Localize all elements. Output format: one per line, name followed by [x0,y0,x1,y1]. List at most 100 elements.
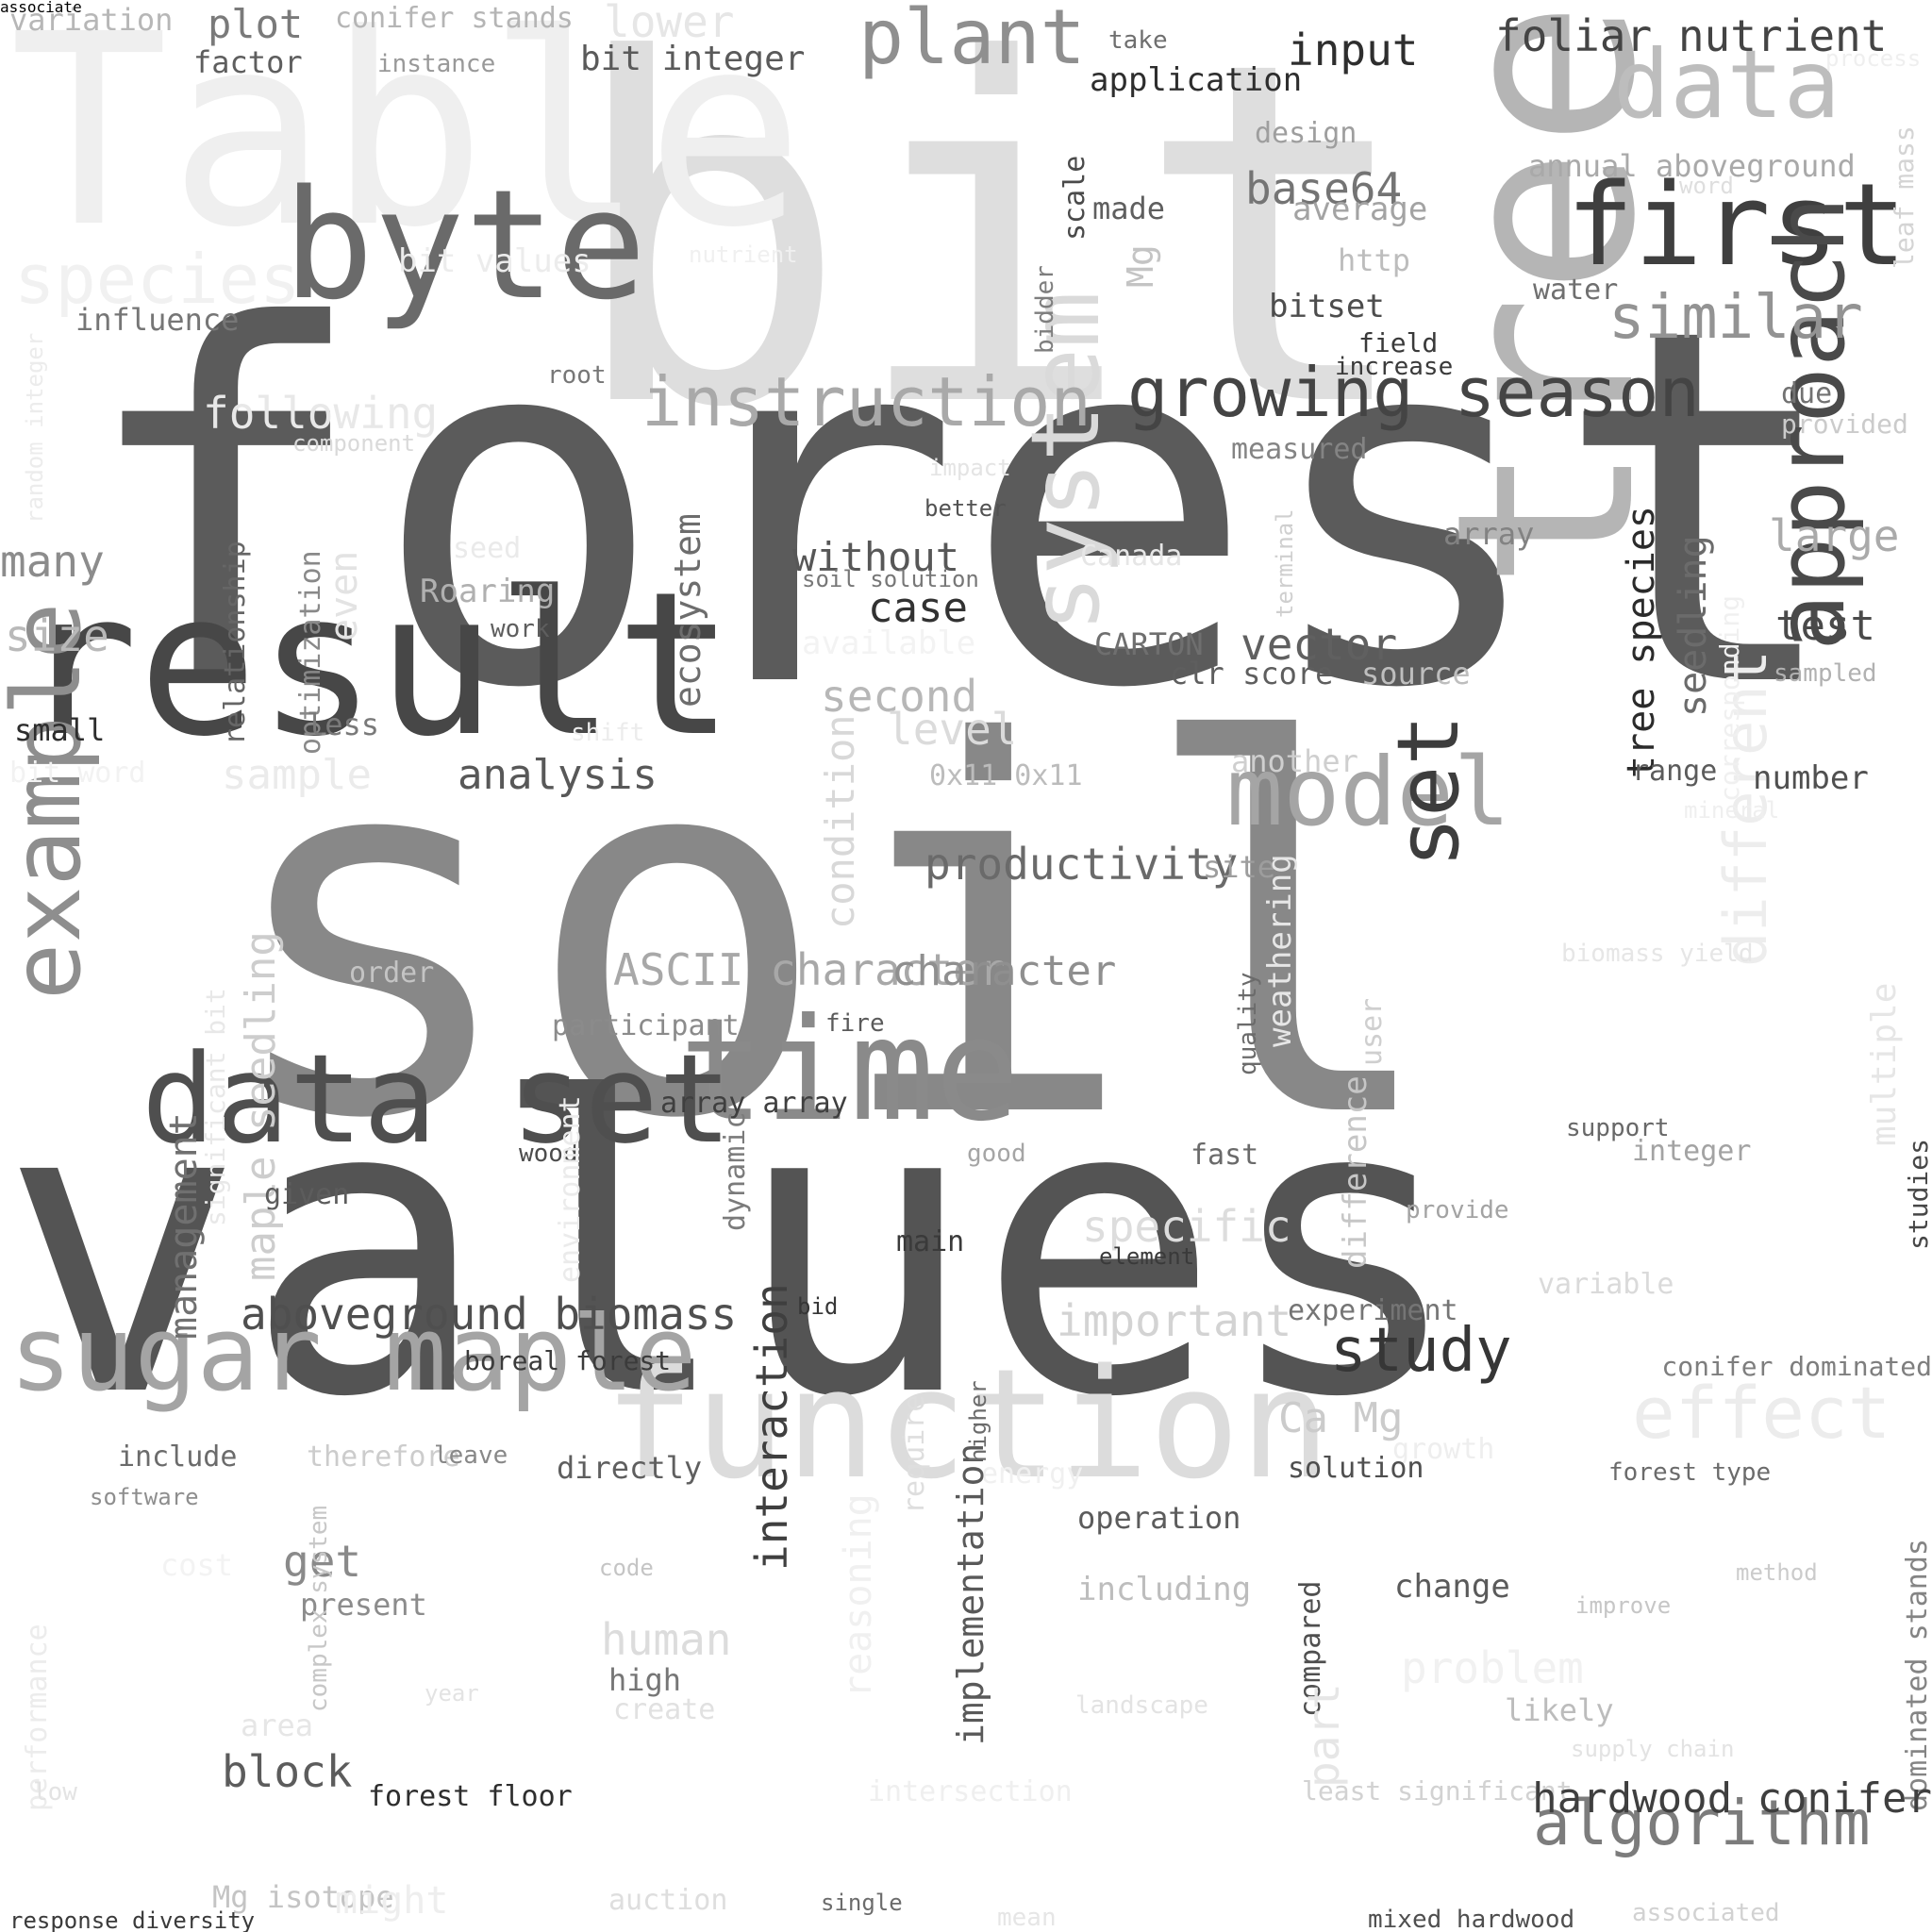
word-conifer-stands: conifer stands [335,2,574,35]
word-auction: auction [608,1884,728,1917]
word-provide: provide [1406,1196,1509,1224]
word-array: array [1443,516,1535,552]
word-bit-word: bit word [9,757,146,790]
word-might: might [335,1879,449,1923]
word-model: model [1226,737,1511,847]
word-condition: condition [817,714,863,929]
word-bit: bit [566,0,1419,510]
word-application: application [1090,61,1303,99]
word-impact: impact [929,455,1011,481]
word-cost: cost [160,1547,234,1583]
word-roaring: Roaring [420,573,556,610]
word-corresponding: corresponding [1714,594,1745,802]
word-better: better [924,495,1007,522]
word-variation: variation [9,2,174,38]
word-test: test [1775,602,1875,650]
word-maple-seedling: maple seedling [237,931,285,1281]
word-array-array: array array [660,1087,848,1120]
word-wood: wood [519,1140,578,1168]
word-algorithm: algorithm [1533,1787,1871,1859]
word-table: Table [9,0,805,286]
word-base64: base64 [1245,163,1403,214]
word-environment: environment [554,1095,587,1283]
word-dominated-stands: dominated stands [1901,1539,1932,1811]
word-component: component [292,430,416,457]
word-take: take [1108,26,1168,55]
word-design: design [1255,117,1357,150]
word-set: set [1379,714,1478,868]
word-significant-bit: significant bit [200,988,231,1226]
word-first: first [1566,160,1907,291]
word-plot: plot [208,1,304,47]
word-terminal: terminal [1272,508,1298,618]
word-measured: measured [1231,433,1368,466]
word-function: function [604,1336,1331,1512]
word-given: given [264,1178,350,1211]
word-growing-season: growing season [1127,353,1700,432]
word-important: important [1057,1295,1292,1346]
word-bit-integer: bit integer [580,40,806,78]
word-part: part [1298,1683,1349,1788]
word-ca-mg: Ca Mg [1278,1394,1404,1442]
word-similar: similar [1608,283,1863,353]
word-level: level [887,704,1018,755]
word-management: management [162,1112,206,1340]
word-provided: provided [1781,408,1908,440]
word-directly: directly [557,1450,703,1486]
word-example: example [0,602,102,1000]
word-participant: participant [552,1009,740,1042]
word-mg: Mg [1120,244,1161,288]
word-clr-score: clr score [1170,656,1334,691]
word-ascii-character: ASCII character [613,944,1006,995]
word-nutrient: nutrient [689,242,798,268]
word-influence: influence [75,302,240,338]
word-quality: quality [1234,972,1262,1075]
word-0x11: 0x11 0x11 [929,759,1083,792]
word-factor: factor [193,44,303,80]
word-hardwood-conifer: hardwood conifer [1532,1774,1932,1823]
word-input: input [1288,25,1419,75]
word-study: study [1330,1316,1512,1386]
word-result: result [19,549,735,780]
word-bid: bid [797,1293,839,1320]
word-operation: operation [1077,1500,1241,1536]
word-order: order [349,957,435,990]
word-response-diversity: response diversity [9,1907,256,1932]
word-fast: fast [1191,1139,1259,1172]
word-higher: higher [965,1380,991,1462]
word-even: even [323,550,366,641]
word-random-integer: random integer [22,332,48,524]
word-interaction: interaction [746,1283,797,1571]
word-biomass-yield: biomass yield [1561,940,1754,968]
word-specific: specific [1082,1201,1291,1252]
word-multiple: multiple [1865,982,1904,1146]
word-leaf-mass: leaf mass [1889,125,1920,269]
word-data: data [1613,29,1840,140]
word-productivity: productivity [924,839,1239,890]
word-energy: energy [981,1457,1084,1491]
word-field: field [1358,327,1439,358]
word-soil-solution: soil solution [802,566,979,592]
word-source: source [1361,656,1471,691]
word-character: character [891,947,1117,995]
word-root: root [547,361,607,390]
word-variable: variable [1538,1268,1674,1301]
word-work: work [491,615,550,643]
word-growth: growth [1392,1433,1495,1466]
word-conifer-dominated: conifer dominated [1661,1351,1932,1382]
word-support: support [1566,1114,1670,1142]
word-following: following [203,388,439,439]
word-relationship: relationship [219,541,252,745]
word-intersection: intersection [868,1775,1073,1808]
word-code: code [599,1555,654,1581]
word-supply-chain: supply chain [1571,1736,1735,1762]
word-http: http [1338,242,1411,278]
word-sample: sample [222,751,372,799]
word-element: element [1099,1243,1195,1270]
word-change: change [1394,1568,1510,1606]
word-problem: problem [1401,1642,1584,1693]
word-mean: mean [997,1904,1057,1932]
word-site: site [1203,849,1276,885]
word-human: human [601,1614,732,1665]
